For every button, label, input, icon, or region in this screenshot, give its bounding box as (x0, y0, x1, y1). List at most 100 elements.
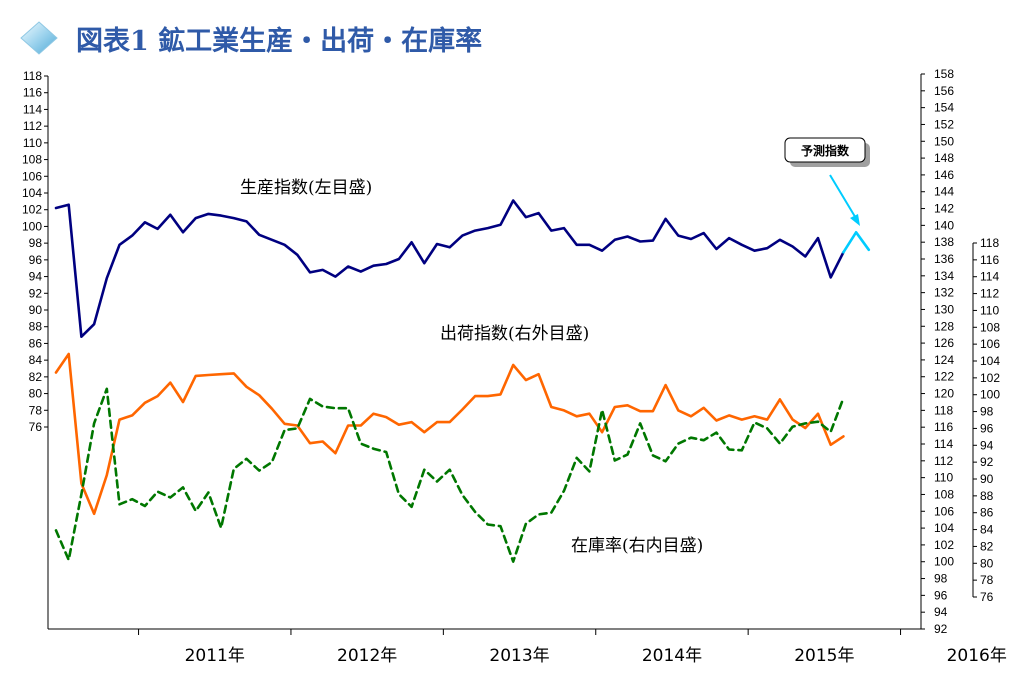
inventory-line (54, 387, 845, 563)
x-axis-year-label: 2015年 (794, 646, 854, 666)
series-label-shipments: 出荷指数(右外目盛) (440, 324, 589, 344)
outer-right-axis-tick-label: 104 (934, 521, 954, 535)
left-axis-tick-label: 102 (22, 203, 42, 217)
outer-right-axis-tick-label: 124 (934, 353, 954, 367)
left-axis-tick-label: 78 (29, 403, 43, 417)
outer-right-axis-tick-label: 100 (934, 555, 954, 569)
outer-right-axis-tick-label: 116 (934, 420, 953, 434)
outer-right-axis-tick-label: 126 (934, 336, 954, 350)
shipments-line (54, 352, 845, 516)
inner-right-axis-tick-label: 106 (980, 337, 1000, 351)
left-axis-tick-label: 114 (23, 102, 42, 116)
diamond-icon (20, 21, 58, 55)
forecast-line (842, 231, 871, 254)
left-axis-tick-label: 88 (29, 320, 43, 334)
callout-box (784, 137, 866, 163)
inner-right-axis-tick-label: 96 (980, 421, 994, 435)
x-axis-year-label: 2012年 (337, 646, 397, 666)
outer-right-axis-tick-label: 150 (934, 134, 954, 148)
outer-right-axis-tick-label: 138 (934, 235, 954, 249)
left-axis-tick-label: 100 (22, 219, 42, 233)
left-axis-tick-label: 116 (23, 86, 42, 100)
outer-right-axis-tick-label: 120 (934, 387, 954, 401)
left-axis-tick-label: 76 (29, 420, 43, 434)
inner-right-axis-tick-label: 104 (980, 354, 1000, 368)
outer-right-axis-tick-label: 112 (934, 454, 953, 468)
forecast-callout: 予測指数 (784, 137, 870, 226)
inner-right-axis-tick-label: 110 (980, 303, 999, 317)
left-axis-tick-label: 98 (29, 236, 43, 250)
outer-right-axis-tick-label: 156 (934, 84, 954, 98)
inner-right-axis-tick-label: 92 (980, 455, 994, 469)
x-axis-year-label: 2011年 (185, 646, 245, 666)
outer-right-axis-tick-label: 136 (934, 252, 954, 266)
left-axis-tick-label: 104 (22, 186, 42, 200)
outer-right-axis-tick-label: 130 (934, 302, 954, 316)
left-axis-tick-label: 92 (29, 286, 43, 300)
left-axis-tick-label: 118 (23, 69, 42, 83)
outer-right-axis-tick-label: 102 (934, 538, 954, 552)
inner-right-axis-tick-label: 102 (980, 371, 1000, 385)
outer-right-axis-tick-label: 92 (934, 622, 948, 636)
inner-right-axis-tick-label: 78 (980, 573, 994, 587)
inner-right-axis-tick-label: 100 (980, 388, 1000, 402)
outer-right-axis-tick-label: 128 (934, 319, 954, 333)
left-axis-tick-label: 82 (29, 370, 43, 384)
inner-right-axis-tick-label: 88 (980, 489, 994, 503)
x-axis-year-label: 2014年 (642, 646, 702, 666)
outer-right-axis-tick-label: 98 (934, 572, 948, 586)
left-axis-tick-label: 108 (22, 153, 42, 167)
left-axis-tick-label: 112 (23, 119, 42, 133)
left-axis-tick-label: 84 (29, 353, 43, 367)
outer-right-axis-tick-label: 110 (934, 471, 953, 485)
callout-label: 予測指数 (801, 143, 850, 158)
outer-right-axis-tick-label: 154 (934, 101, 954, 115)
x-axis-year-label: 2016年 (947, 646, 1007, 666)
outer-right-axis-tick-label: 140 (934, 218, 954, 232)
inner-right-axis-tick-label: 80 (980, 556, 994, 570)
outer-right-axis-tick-label: 106 (934, 504, 954, 518)
left-axis-tick-label: 80 (29, 387, 43, 401)
left-axis-tick-label: 96 (29, 253, 43, 267)
inner-right-axis-tick-label: 76 (980, 590, 994, 604)
outer-right-axis-tick-label: 142 (934, 202, 954, 216)
inner-right-axis-tick-label: 118 (980, 236, 999, 250)
outer-right-axis-tick-label: 122 (934, 370, 954, 384)
outer-right-axis-tick-label: 148 (934, 151, 954, 165)
left-axis-tick-label: 86 (29, 336, 43, 350)
inner-right-axis-tick-label: 98 (980, 405, 994, 419)
inner-right-axis-tick-label: 90 (980, 472, 994, 486)
callout-arrow-head (850, 214, 860, 226)
x-axis-year-label: 2013年 (489, 646, 549, 666)
outer-right-axis-tick-label: 152 (934, 117, 954, 131)
left-axis-tick-label: 90 (29, 303, 43, 317)
outer-right-axis-tick-label: 108 (934, 487, 954, 501)
inner-right-axis-tick-label: 86 (980, 506, 994, 520)
series-label-inventory: 在庫率(右内目盛) (571, 536, 703, 556)
inner-right-axis-tick-label: 108 (980, 320, 1000, 334)
inner-right-axis-tick-label: 94 (980, 438, 994, 452)
inner-right-axis-tick-label: 114 (980, 270, 999, 284)
production-line (54, 199, 845, 339)
left-axis-tick-label: 110 (23, 136, 42, 150)
outer-right-axis-tick-label: 94 (934, 605, 948, 619)
inner-right-axis-tick-label: 84 (980, 523, 994, 537)
outer-right-axis-tick-label: 134 (934, 269, 954, 283)
series-group (54, 199, 871, 563)
axes-group: 76 78 80 82 84 86 88 90 92 94 96 98 100 102 104 106 108 1… (22, 67, 1007, 666)
inner-right-axis-tick-label: 112 (980, 287, 999, 301)
outer-right-axis-tick-label: 144 (934, 185, 954, 199)
outer-right-axis-tick-label: 158 (934, 67, 954, 81)
inner-right-axis-tick-label: 82 (980, 539, 994, 553)
left-axis-tick-label: 94 (29, 270, 43, 284)
outer-right-axis-tick-label: 114 (934, 437, 953, 451)
outer-right-axis-tick-label: 118 (934, 403, 953, 417)
series-label-production: 生産指数(左目盛) (240, 178, 372, 198)
outer-right-axis-tick-label: 132 (934, 286, 954, 300)
chart-title: 図表1 鉱工業生産・出荷・在庫率 (76, 25, 482, 57)
outer-right-axis-tick-label: 146 (934, 168, 954, 182)
inner-right-axis-tick-label: 116 (980, 253, 999, 267)
callout-arrow-line (829, 174, 858, 221)
chart-title-group: 図表1 鉱工業生産・出荷・在庫率 (20, 21, 482, 57)
